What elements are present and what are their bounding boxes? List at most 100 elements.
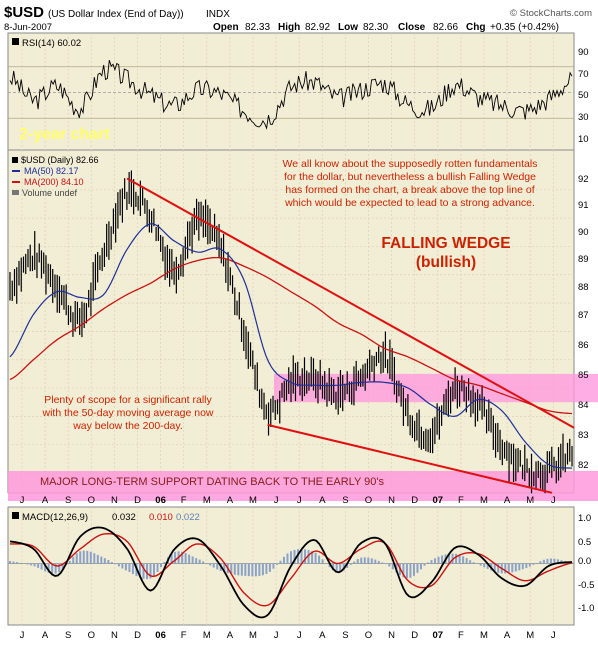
falling-wedge-lines	[126, 177, 575, 494]
legend-price: $USD (Daily) 82.66	[21, 155, 99, 165]
x-tick-label: F	[458, 630, 464, 641]
x-tick-label: D	[134, 630, 141, 641]
x-tick-label: M	[480, 495, 488, 506]
macd-axis: 1.0 0.5 0.0 -0.5 -1.0	[578, 513, 594, 614]
stockcharts-logo: © StockCharts.com	[510, 8, 592, 19]
price-tick-label: 91	[578, 200, 589, 211]
x-tick-label: 06	[155, 495, 166, 506]
symbol-description: (US Dollar Index (End of Day))	[48, 9, 184, 20]
macd-legend-swatch	[12, 512, 19, 519]
close-value: 82.66	[433, 22, 458, 33]
price-tick-label: 92	[578, 174, 589, 185]
x-tick-label: D	[411, 495, 418, 506]
price-tick-label: 82	[578, 460, 589, 471]
x-tick-label: J	[297, 495, 302, 506]
price-tick-label: 85	[578, 370, 589, 381]
x-tick-label: M	[203, 495, 211, 506]
x-tick-label: M	[203, 630, 211, 641]
falling-wedge-subtitle: (bullish)	[416, 254, 476, 271]
grid-lines	[8, 33, 574, 625]
price-axis: 92 91 90 89 88 87 86 85 84 83 82	[578, 174, 589, 471]
x-tick-label: F	[181, 630, 187, 641]
x-tick-label: 06	[155, 630, 166, 641]
x-axis-price: J A S O N D 06 F M A M J J A S O N D 07 F M A M J	[20, 495, 556, 506]
macd-tick-label: -0.5	[578, 580, 594, 591]
x-tick-label: D	[411, 630, 418, 641]
rsi-legend-swatch	[12, 38, 19, 45]
macd-tick-label: 0.5	[578, 537, 591, 548]
macd-tick-label: 1.0	[578, 513, 591, 524]
x-tick-label: N	[111, 630, 118, 641]
price-tick-label: 84	[578, 400, 589, 411]
x-tick-label: A	[42, 495, 49, 506]
macd-series	[9, 526, 573, 619]
x-tick-label: J	[274, 630, 279, 641]
chg-value: +0.35 (+0.42%)	[490, 22, 559, 33]
price-tick-label: 89	[578, 254, 589, 265]
x-tick-label: N	[388, 495, 395, 506]
macd-legend: MACD(12,26,9) 0.032 0.010 0.022	[12, 512, 200, 523]
rsi-tick-label: 70	[578, 69, 589, 80]
x-tick-label: O	[365, 630, 372, 641]
macd-legend-hist: 0.022	[176, 512, 200, 523]
fundamentals-line: which would be expected to lead to a str…	[284, 197, 535, 209]
x-tick-label: F	[181, 495, 187, 506]
macd-legend-signal: 0.010	[149, 512, 173, 523]
x-tick-label: A	[42, 630, 49, 641]
price-panel	[7, 149, 575, 494]
fundamentals-line: We all know about the supposedly rotten …	[283, 158, 538, 170]
fundamentals-note: We all know about the supposedly rotten …	[283, 158, 538, 209]
price-tick-label: 87	[578, 310, 589, 321]
x-tick-label: M	[249, 495, 257, 506]
x-tick-label: M	[480, 630, 488, 641]
low-label: Low	[338, 22, 358, 33]
x-tick-label: J	[551, 630, 556, 641]
x-tick-label: J	[297, 630, 302, 641]
legend-ma50: MA(50) 82.17	[24, 166, 79, 176]
rsi-tick-label: 50	[578, 90, 589, 101]
x-tick-label: D	[134, 495, 141, 506]
x-tick-label: O	[365, 495, 372, 506]
fundamentals-line: for the dollar, but nevertheless a bulli…	[284, 171, 536, 183]
rsi-tick-label: 30	[578, 112, 589, 123]
high-label: High	[278, 22, 300, 33]
support-band	[8, 471, 598, 502]
scope-note: Plenty of scope for a significant rally …	[41, 394, 213, 432]
x-tick-label: M	[249, 630, 257, 641]
macd-legend-prefix: MACD(12,26,9)	[22, 512, 88, 523]
scope-line: Plenty of scope for a significant rally	[44, 394, 212, 406]
x-tick-label: S	[342, 630, 348, 641]
support-label: MAJOR LONG-TERM SUPPORT DATING BACK TO T…	[40, 476, 384, 488]
exchange-label: INDX	[206, 9, 230, 20]
price-tick-label: 90	[578, 227, 589, 238]
scope-line: with the 50-day moving average now	[41, 407, 213, 419]
low-value: 82.30	[363, 22, 388, 33]
x-tick-label: S	[65, 495, 71, 506]
x-tick-label: S	[65, 630, 71, 641]
rsi-axis: 90 70 50 30 10	[578, 47, 589, 145]
x-tick-label: A	[319, 495, 326, 506]
x-tick-label: J	[551, 495, 556, 506]
x-axis-macd: J A S O N D 06 F M A M J J A S O N D 07 F M A M J	[20, 630, 556, 641]
price-tick-label: 86	[578, 340, 589, 351]
price-legend: $USD (Daily) 82.66 MA(50) 82.17 MA(200) …	[12, 155, 99, 198]
x-tick-label: O	[88, 630, 95, 641]
x-tick-label: J	[20, 495, 25, 506]
legend-ma200: MA(200) 84.10	[24, 177, 84, 187]
two-year-chart-note: 2-year chart	[19, 126, 110, 143]
rsi-line	[9, 60, 573, 130]
wedge-lower-line	[267, 423, 553, 494]
x-tick-label: N	[388, 630, 395, 641]
x-tick-label: O	[88, 495, 95, 506]
resistance-band	[274, 373, 598, 403]
macd-tick-label: 0.0	[578, 556, 591, 567]
scope-line: way below the 200-day.	[72, 420, 183, 432]
volume-legend-swatch	[12, 190, 19, 195]
open-label: Open	[213, 22, 239, 33]
x-tick-label: A	[504, 495, 511, 506]
rsi-tick-label: 10	[578, 134, 589, 145]
price-tick-label: 88	[578, 282, 589, 293]
date-label: 8-Jun-2007	[4, 22, 52, 33]
